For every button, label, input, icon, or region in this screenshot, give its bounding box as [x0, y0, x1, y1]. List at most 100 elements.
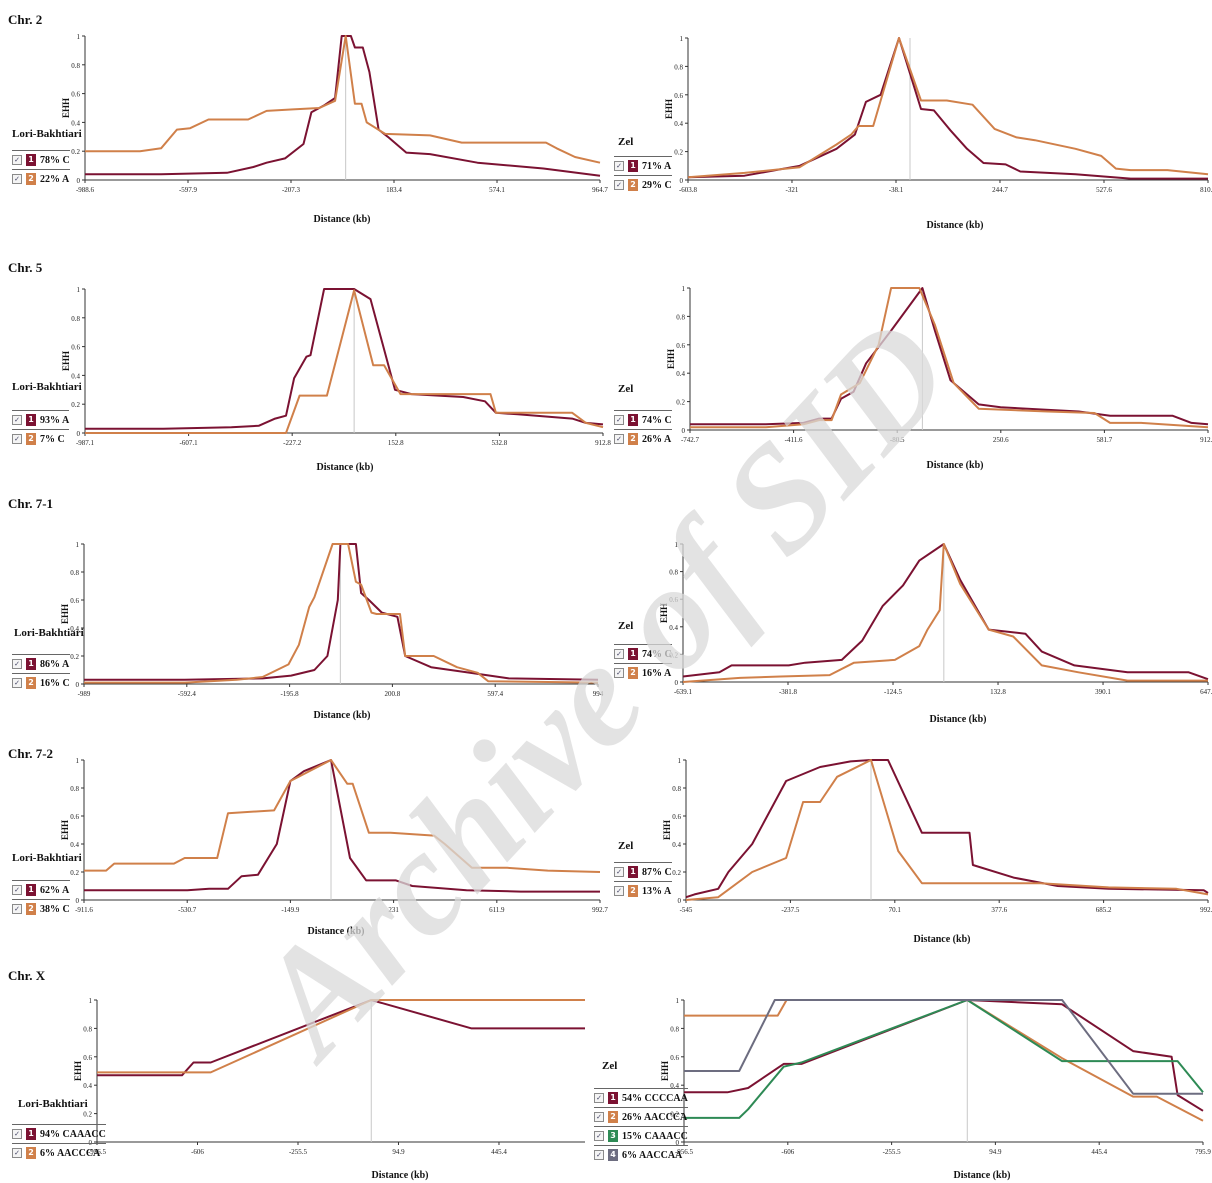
legend-checkbox[interactable]: ✓: [12, 904, 22, 914]
y-tick-label: 1: [77, 33, 81, 41]
x-tick-label: 574.1: [489, 186, 505, 194]
y-tick-label: 0.6: [70, 813, 79, 821]
legend-checkbox[interactable]: ✓: [614, 867, 624, 877]
y-tick-label: 0.8: [674, 63, 683, 71]
y-tick-label: 1: [89, 997, 93, 1005]
legend-item[interactable]: ✓ 2 6% AACCCA: [12, 1143, 106, 1162]
y-tick-label: 0.2: [83, 1111, 92, 1119]
y-tick-label: 0.4: [83, 1082, 92, 1090]
legend-item[interactable]: ✓ 1 71% A: [614, 156, 672, 175]
y-axis-title: EHH: [664, 99, 674, 119]
legend-item[interactable]: ✓ 1 78% C: [12, 150, 70, 169]
legend-checkbox[interactable]: ✓: [12, 678, 22, 688]
y-tick-label: 0.4: [669, 624, 678, 632]
legend-color-swatch: 2: [26, 677, 36, 689]
x-tick-label: -989: [78, 690, 91, 698]
legend-item[interactable]: ✓ 4 6% AACCAA: [594, 1145, 688, 1164]
x-tick-label: 527.6: [1096, 186, 1112, 194]
legend-checkbox[interactable]: ✓: [12, 434, 22, 444]
y-tick-label: 1: [675, 541, 679, 549]
ehh-series-line-3: [684, 999, 1204, 1119]
legend-checkbox[interactable]: ✓: [614, 886, 624, 896]
row-label-chr7-1: Chr. 7-1: [8, 496, 54, 511]
legend-label: 15% CAAACC: [622, 1130, 688, 1142]
population-label: Zel: [618, 136, 634, 148]
x-tick-label: 532.8: [492, 439, 508, 447]
legend-checkbox[interactable]: ✓: [614, 649, 624, 659]
legend-item[interactable]: ✓ 1 93% A: [12, 410, 70, 429]
legend-item[interactable]: ✓ 1 54% CCCCAA: [594, 1088, 688, 1107]
legend-checkbox[interactable]: ✓: [12, 885, 22, 895]
legend-item[interactable]: ✓ 2 26% AACCCA: [594, 1107, 688, 1126]
legend-item[interactable]: ✓ 2 26% A: [614, 429, 672, 448]
legend-item[interactable]: ✓ 2 16% C: [12, 673, 70, 692]
legend-checkbox[interactable]: ✓: [12, 174, 22, 184]
legend-item[interactable]: ✓ 1 74% C: [614, 410, 672, 429]
x-tick-label: -603.8: [679, 186, 698, 194]
x-tick-label: 912.8: [595, 439, 611, 447]
legend-color-swatch: 1: [628, 866, 638, 878]
legend-checkbox[interactable]: ✓: [614, 415, 624, 425]
legend-item[interactable]: ✓ 1 62% A: [12, 880, 70, 899]
row-label-chr5: Chr. 5: [8, 260, 43, 275]
legend-item[interactable]: ✓ 1 87% C: [614, 862, 672, 881]
legend-checkbox[interactable]: ✓: [594, 1150, 604, 1160]
ehh-series-line-2: [687, 37, 1209, 179]
legend-checkbox[interactable]: ✓: [12, 1129, 22, 1139]
legend-label: 29% C: [642, 179, 672, 191]
legend-checkbox[interactable]: ✓: [614, 180, 624, 190]
y-tick-label: 0.8: [71, 62, 80, 70]
legend-item[interactable]: ✓ 1 86% A: [12, 654, 70, 673]
legend-checkbox[interactable]: ✓: [12, 415, 22, 425]
y-tick-label: 0.6: [670, 1054, 679, 1062]
x-axis-title: Distance (kb): [317, 462, 374, 473]
legend-checkbox[interactable]: ✓: [614, 161, 624, 171]
y-axis-title: EHH: [60, 604, 70, 624]
y-tick-label: 0: [76, 897, 80, 905]
y-axis-title: EHH: [60, 820, 70, 840]
x-tick-label: 183.4: [386, 186, 402, 194]
legend-item[interactable]: ✓ 2 22% A: [12, 169, 70, 188]
legend-item[interactable]: ✓ 2 29% C: [614, 175, 672, 194]
legend-checkbox[interactable]: ✓: [12, 155, 22, 165]
legend-checkbox[interactable]: ✓: [614, 668, 624, 678]
y-tick-label: 0.4: [70, 625, 79, 633]
y-tick-label: 0.2: [669, 651, 678, 659]
x-tick-label: -606: [781, 1148, 794, 1156]
legend-item[interactable]: ✓ 2 38% C: [12, 899, 70, 918]
legend-item[interactable]: ✓ 2 7% C: [12, 429, 70, 448]
legend-label: 74% C: [642, 414, 672, 426]
legend-color-swatch: 2: [628, 667, 638, 679]
legend-item[interactable]: ✓ 1 94% CAAACC: [12, 1124, 106, 1143]
x-axis-title: Distance (kb): [914, 934, 971, 945]
y-tick-label: 0.6: [83, 1054, 92, 1062]
x-tick-label: -149.9: [281, 906, 300, 914]
population-label: Zel: [618, 620, 634, 632]
y-tick-label: 0.2: [70, 653, 79, 661]
x-tick-label: -530.7: [178, 906, 197, 914]
legend-checkbox[interactable]: ✓: [594, 1112, 604, 1122]
y-tick-label: 0.8: [672, 785, 681, 793]
legend-checkbox[interactable]: ✓: [594, 1093, 604, 1103]
legend-color-swatch: 1: [26, 884, 36, 896]
legend-checkbox[interactable]: ✓: [614, 434, 624, 444]
x-tick-label: 152.8: [388, 439, 404, 447]
row-label-chr2: Chr. 2: [8, 12, 43, 27]
legend-checkbox[interactable]: ✓: [12, 1148, 22, 1158]
legend-checkbox[interactable]: ✓: [594, 1131, 604, 1141]
ehh-series-line-1: [84, 759, 600, 893]
legend-color-swatch: 2: [26, 903, 36, 915]
ehh-series-line-2: [84, 543, 599, 684]
legend-item[interactable]: ✓ 2 13% A: [614, 881, 672, 900]
y-tick-label: 0: [675, 679, 679, 687]
legend-item[interactable]: ✓ 1 74% C: [614, 644, 672, 663]
x-axis-title: Distance (kb): [927, 220, 984, 231]
legend-item[interactable]: ✓ 3 15% CAAACC: [594, 1126, 688, 1145]
legend-checkbox[interactable]: ✓: [12, 659, 22, 669]
legend-item[interactable]: ✓ 2 16% A: [614, 663, 672, 682]
